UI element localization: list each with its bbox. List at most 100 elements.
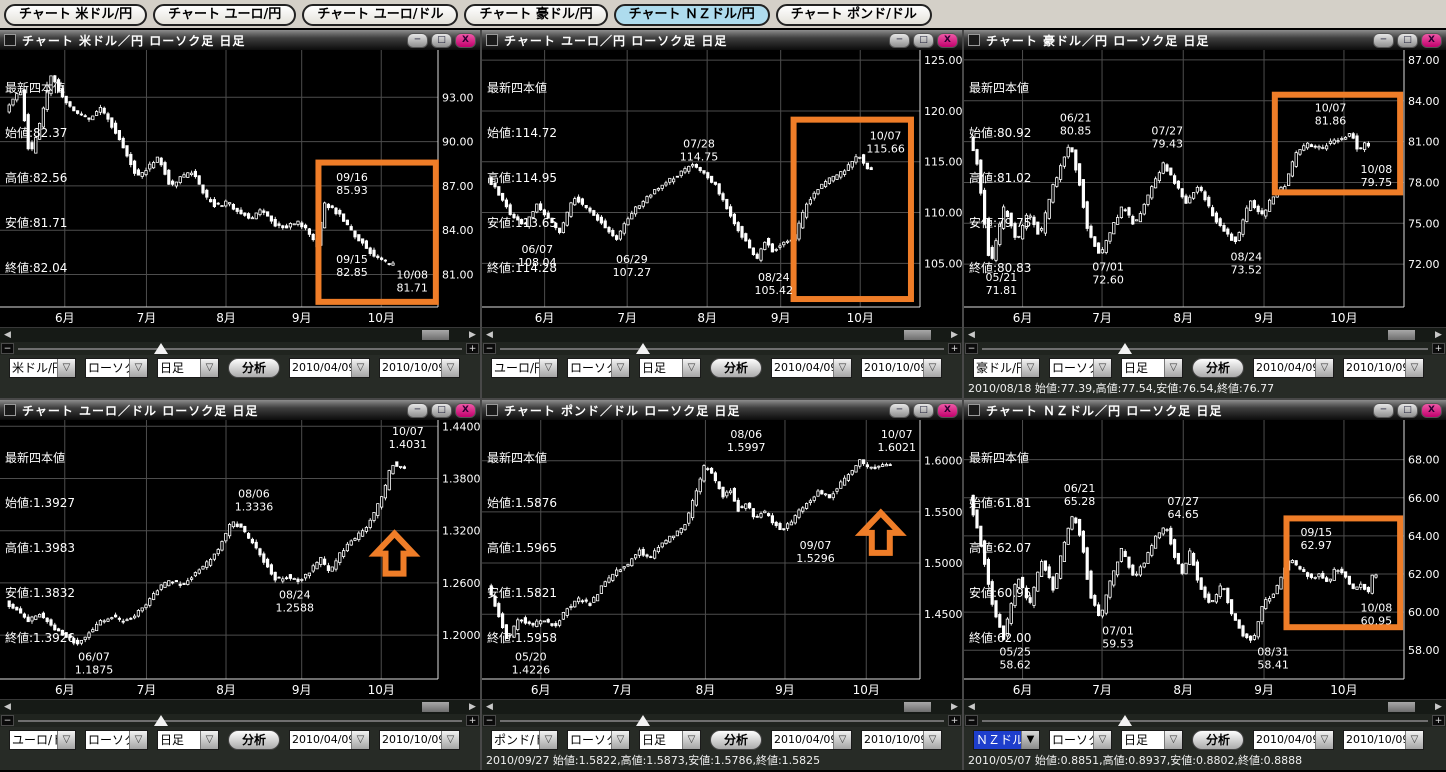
scrollbar-thumb[interactable] <box>904 330 932 340</box>
horizontal-scrollbar[interactable]: ◀ ▶ <box>482 327 962 342</box>
scroll-right-icon[interactable]: ▶ <box>469 330 476 340</box>
analyze-button[interactable]: 分析 <box>1192 730 1245 750</box>
window-titlebar[interactable]: チャート 米ドル／円 ローソク足 日足 ─ □ X <box>0 30 480 50</box>
maximize-button[interactable]: □ <box>913 32 934 48</box>
close-button[interactable]: X <box>1421 32 1442 48</box>
zoom-slider-thumb[interactable] <box>635 343 650 354</box>
zoom-out-button[interactable]: − <box>1 343 14 354</box>
analyze-button[interactable]: 分析 <box>228 730 281 750</box>
dropdown-arrow-icon[interactable]: ▽ <box>682 731 700 749</box>
period-select[interactable]: 日足 ▽ <box>639 358 701 378</box>
dropdown-arrow-icon[interactable]: ▽ <box>833 359 852 377</box>
scroll-left-icon[interactable]: ◀ <box>968 702 975 712</box>
zoom-in-button[interactable]: + <box>948 343 961 354</box>
date-to-select[interactable]: 2010/10/09 ▽ <box>379 730 461 750</box>
horizontal-scrollbar[interactable]: ◀ ▶ <box>964 699 1446 714</box>
maximize-button[interactable]: □ <box>1397 32 1418 48</box>
dropdown-arrow-icon[interactable]: ▽ <box>441 731 460 749</box>
scroll-right-icon[interactable]: ▶ <box>951 702 958 712</box>
dropdown-arrow-icon[interactable]: ▽ <box>1315 731 1334 749</box>
zoom-in-button[interactable]: + <box>1432 343 1445 354</box>
minimize-button[interactable]: ─ <box>889 402 910 418</box>
chart-type-select[interactable]: ローソク足 ▽ <box>567 730 630 750</box>
close-button[interactable]: X <box>455 32 476 48</box>
dropdown-arrow-icon[interactable]: ▽ <box>1315 359 1334 377</box>
scrollbar-thumb[interactable] <box>422 330 450 340</box>
scroll-right-icon[interactable]: ▶ <box>1435 330 1442 340</box>
maximize-button[interactable]: □ <box>913 402 934 418</box>
horizontal-scrollbar[interactable]: ◀ ▶ <box>482 699 962 714</box>
candlestick-chart[interactable]: 6月 7月 8月 9月 10月 93.00 90.00 87.00 84.00 81.00 09/1… <box>0 50 480 327</box>
candlestick-chart[interactable]: 6月 7月 8月 9月 10月 68.00 66.00 64.00 62.00 60.00 58.0… <box>964 420 1446 699</box>
currency-pair-select[interactable]: ＮＺドル/円 ▼ <box>973 730 1040 750</box>
candlestick-chart[interactable]: 6月 7月 8月 9月 10月 87.00 84.00 81.00 78.00 75.00 72.0… <box>964 50 1446 327</box>
zoom-slider-thumb[interactable] <box>635 715 650 726</box>
close-button[interactable]: X <box>1421 402 1442 418</box>
scrollbar-thumb[interactable] <box>1388 702 1416 712</box>
scroll-left-icon[interactable]: ◀ <box>486 702 493 712</box>
zoom-in-button[interactable]: + <box>466 715 479 726</box>
analyze-button[interactable]: 分析 <box>228 358 281 378</box>
zoom-in-button[interactable]: + <box>948 715 961 726</box>
scroll-left-icon[interactable]: ◀ <box>968 330 975 340</box>
chart-tab[interactable]: チャート 豪ドル/円 <box>464 4 608 26</box>
date-to-select[interactable]: 2010/10/09 ▽ <box>861 730 943 750</box>
date-from-select[interactable]: 2010/04/09 ▽ <box>1253 730 1335 750</box>
zoom-out-button[interactable]: − <box>483 343 496 354</box>
dropdown-arrow-icon[interactable]: ▽ <box>539 359 557 377</box>
zoom-slider[interactable]: − + <box>482 342 962 355</box>
period-select[interactable]: 日足 ▽ <box>157 358 219 378</box>
zoom-slider-track[interactable] <box>982 720 1428 722</box>
zoom-slider[interactable]: − + <box>964 714 1446 727</box>
chart-type-select[interactable]: ローソク足 ▽ <box>85 358 148 378</box>
chart-tab[interactable]: チャート 米ドル/円 <box>4 4 148 26</box>
zoom-out-button[interactable]: − <box>965 715 978 726</box>
dropdown-arrow-icon[interactable]: ▽ <box>539 731 557 749</box>
horizontal-scrollbar[interactable]: ◀ ▶ <box>0 327 480 342</box>
analyze-button[interactable]: 分析 <box>710 358 763 378</box>
period-select[interactable]: 日足 ▽ <box>157 730 219 750</box>
minimize-button[interactable]: ─ <box>407 32 428 48</box>
date-to-select[interactable]: 2010/10/09 ▽ <box>861 358 943 378</box>
date-from-select[interactable]: 2010/04/09 ▽ <box>771 358 853 378</box>
dropdown-arrow-icon[interactable]: ▽ <box>682 359 700 377</box>
dropdown-arrow-icon[interactable]: ▽ <box>200 731 218 749</box>
chart-tab[interactable]: チャート ＮＺドル/円 <box>613 4 770 26</box>
zoom-in-button[interactable]: + <box>466 343 479 354</box>
maximize-button[interactable]: □ <box>431 402 452 418</box>
chart-type-select[interactable]: ローソク足 ▽ <box>567 358 630 378</box>
zoom-slider-thumb[interactable] <box>1118 715 1133 726</box>
zoom-slider-track[interactable] <box>982 348 1428 350</box>
zoom-out-button[interactable]: − <box>483 715 496 726</box>
horizontal-scrollbar[interactable]: ◀ ▶ <box>964 327 1446 342</box>
window-titlebar[interactable]: チャート ポンド／ドル ローソク足 日足 ─ □ X <box>482 400 962 420</box>
currency-pair-select[interactable]: 米ドル/円 ▽ <box>9 358 76 378</box>
horizontal-scrollbar[interactable]: ◀ ▶ <box>0 699 480 714</box>
window-titlebar[interactable]: チャート ユーロ／ドル ローソク足 日足 ─ □ X <box>0 400 480 420</box>
candlestick-chart[interactable]: 6月 7月 8月 9月 10月 1.4400 1.3800 1.3200 1.2600 1.200… <box>0 420 480 699</box>
zoom-slider[interactable]: − + <box>0 714 480 727</box>
zoom-out-button[interactable]: − <box>1 715 14 726</box>
scrollbar-thumb[interactable] <box>1388 330 1416 340</box>
dropdown-arrow-icon[interactable]: ▽ <box>1405 731 1424 749</box>
close-button[interactable]: X <box>937 32 958 48</box>
window-titlebar[interactable]: チャート ＮＺドル／円 ローソク足 日足 ─ □ X <box>964 400 1446 420</box>
chart-tab[interactable]: チャート ポンド/ドル <box>775 4 932 26</box>
window-titlebar[interactable]: チャート ユーロ／円 ローソク足 日足 ─ □ X <box>482 30 962 50</box>
chart-type-select[interactable]: ローソク足 ▽ <box>1049 730 1112 750</box>
window-titlebar[interactable]: チャート 豪ドル／円 ローソク足 日足 ─ □ X <box>964 30 1446 50</box>
dropdown-arrow-icon[interactable]: ▽ <box>1405 359 1424 377</box>
date-from-select[interactable]: 2010/04/09 ▽ <box>1253 358 1335 378</box>
dropdown-arrow-icon[interactable]: ▽ <box>351 731 370 749</box>
date-to-select[interactable]: 2010/10/09 ▽ <box>379 358 461 378</box>
minimize-button[interactable]: ─ <box>1373 32 1394 48</box>
zoom-out-button[interactable]: − <box>965 343 978 354</box>
dropdown-arrow-icon[interactable]: ▽ <box>200 359 218 377</box>
dropdown-arrow-icon[interactable]: ▽ <box>923 359 942 377</box>
zoom-slider-track[interactable] <box>18 720 462 722</box>
date-from-select[interactable]: 2010/04/09 ▽ <box>289 358 371 378</box>
period-select[interactable]: 日足 ▽ <box>1121 358 1183 378</box>
maximize-button[interactable]: □ <box>431 32 452 48</box>
zoom-slider-track[interactable] <box>18 348 462 350</box>
zoom-in-button[interactable]: + <box>1432 715 1445 726</box>
